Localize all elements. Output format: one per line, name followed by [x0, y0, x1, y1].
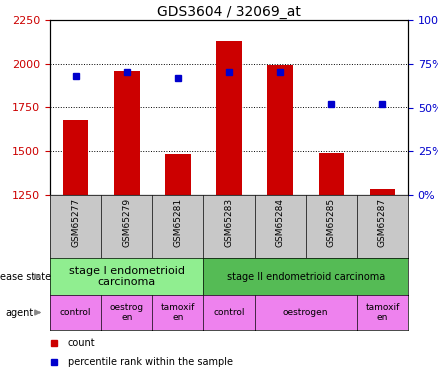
Text: GSM65277: GSM65277 — [71, 198, 80, 247]
Text: disease state: disease state — [0, 272, 52, 282]
Text: count: count — [68, 338, 95, 348]
Bar — [165, 154, 191, 195]
Bar — [370, 189, 395, 195]
Bar — [63, 120, 88, 195]
Text: GSM65283: GSM65283 — [225, 198, 233, 247]
Text: stage II endometrioid carcinoma: stage II endometrioid carcinoma — [226, 272, 385, 282]
Text: GSM65281: GSM65281 — [173, 198, 182, 247]
Text: tamoxif
en: tamoxif en — [161, 303, 195, 322]
Bar — [267, 64, 293, 195]
Text: control: control — [60, 308, 91, 317]
Text: oestrog
en: oestrog en — [110, 303, 144, 322]
Text: GSM65285: GSM65285 — [327, 198, 336, 247]
Text: stage I endometrioid
carcinoma: stage I endometrioid carcinoma — [69, 266, 185, 287]
Title: GDS3604 / 32069_at: GDS3604 / 32069_at — [157, 5, 301, 19]
Bar — [318, 153, 344, 195]
Bar — [216, 41, 242, 195]
Text: control: control — [213, 308, 245, 317]
Text: GSM65284: GSM65284 — [276, 198, 285, 247]
Text: oestrogen: oestrogen — [283, 308, 328, 317]
Text: tamoxif
en: tamoxif en — [365, 303, 399, 322]
Text: GSM65279: GSM65279 — [122, 198, 131, 247]
Text: GSM65287: GSM65287 — [378, 198, 387, 247]
Text: agent: agent — [5, 308, 33, 318]
Bar — [114, 71, 139, 195]
Text: percentile rank within the sample: percentile rank within the sample — [68, 357, 233, 368]
